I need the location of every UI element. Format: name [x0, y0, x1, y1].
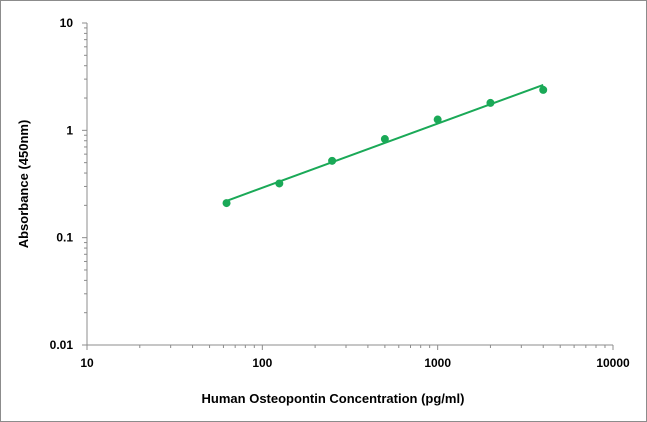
y-tick-label: 0.01	[50, 338, 74, 352]
y-tick-label: 0.1	[56, 231, 73, 245]
data-point	[486, 98, 495, 107]
x-axis-title: Human Osteopontin Concentration (pg/ml)	[202, 391, 465, 406]
data-point	[380, 135, 389, 144]
data-point	[328, 156, 337, 165]
data-point	[222, 199, 231, 208]
x-tick-label: 10000	[596, 356, 630, 370]
y-tick-label: 10	[60, 16, 74, 30]
x-tick-label: 100	[252, 356, 272, 370]
tick-labels: 0.01 0.1 1 10 10 100 1000 10000	[50, 16, 630, 370]
y-axis-title: Absorbance (450nm)	[16, 120, 31, 249]
x-tick-label: 10	[80, 356, 94, 370]
data-point	[275, 179, 284, 188]
data-point	[433, 115, 442, 124]
x-tick-label: 1000	[424, 356, 451, 370]
data-point	[539, 85, 548, 94]
axes	[82, 22, 614, 350]
y-tick-label: 1	[66, 123, 73, 137]
data-points	[222, 85, 548, 208]
